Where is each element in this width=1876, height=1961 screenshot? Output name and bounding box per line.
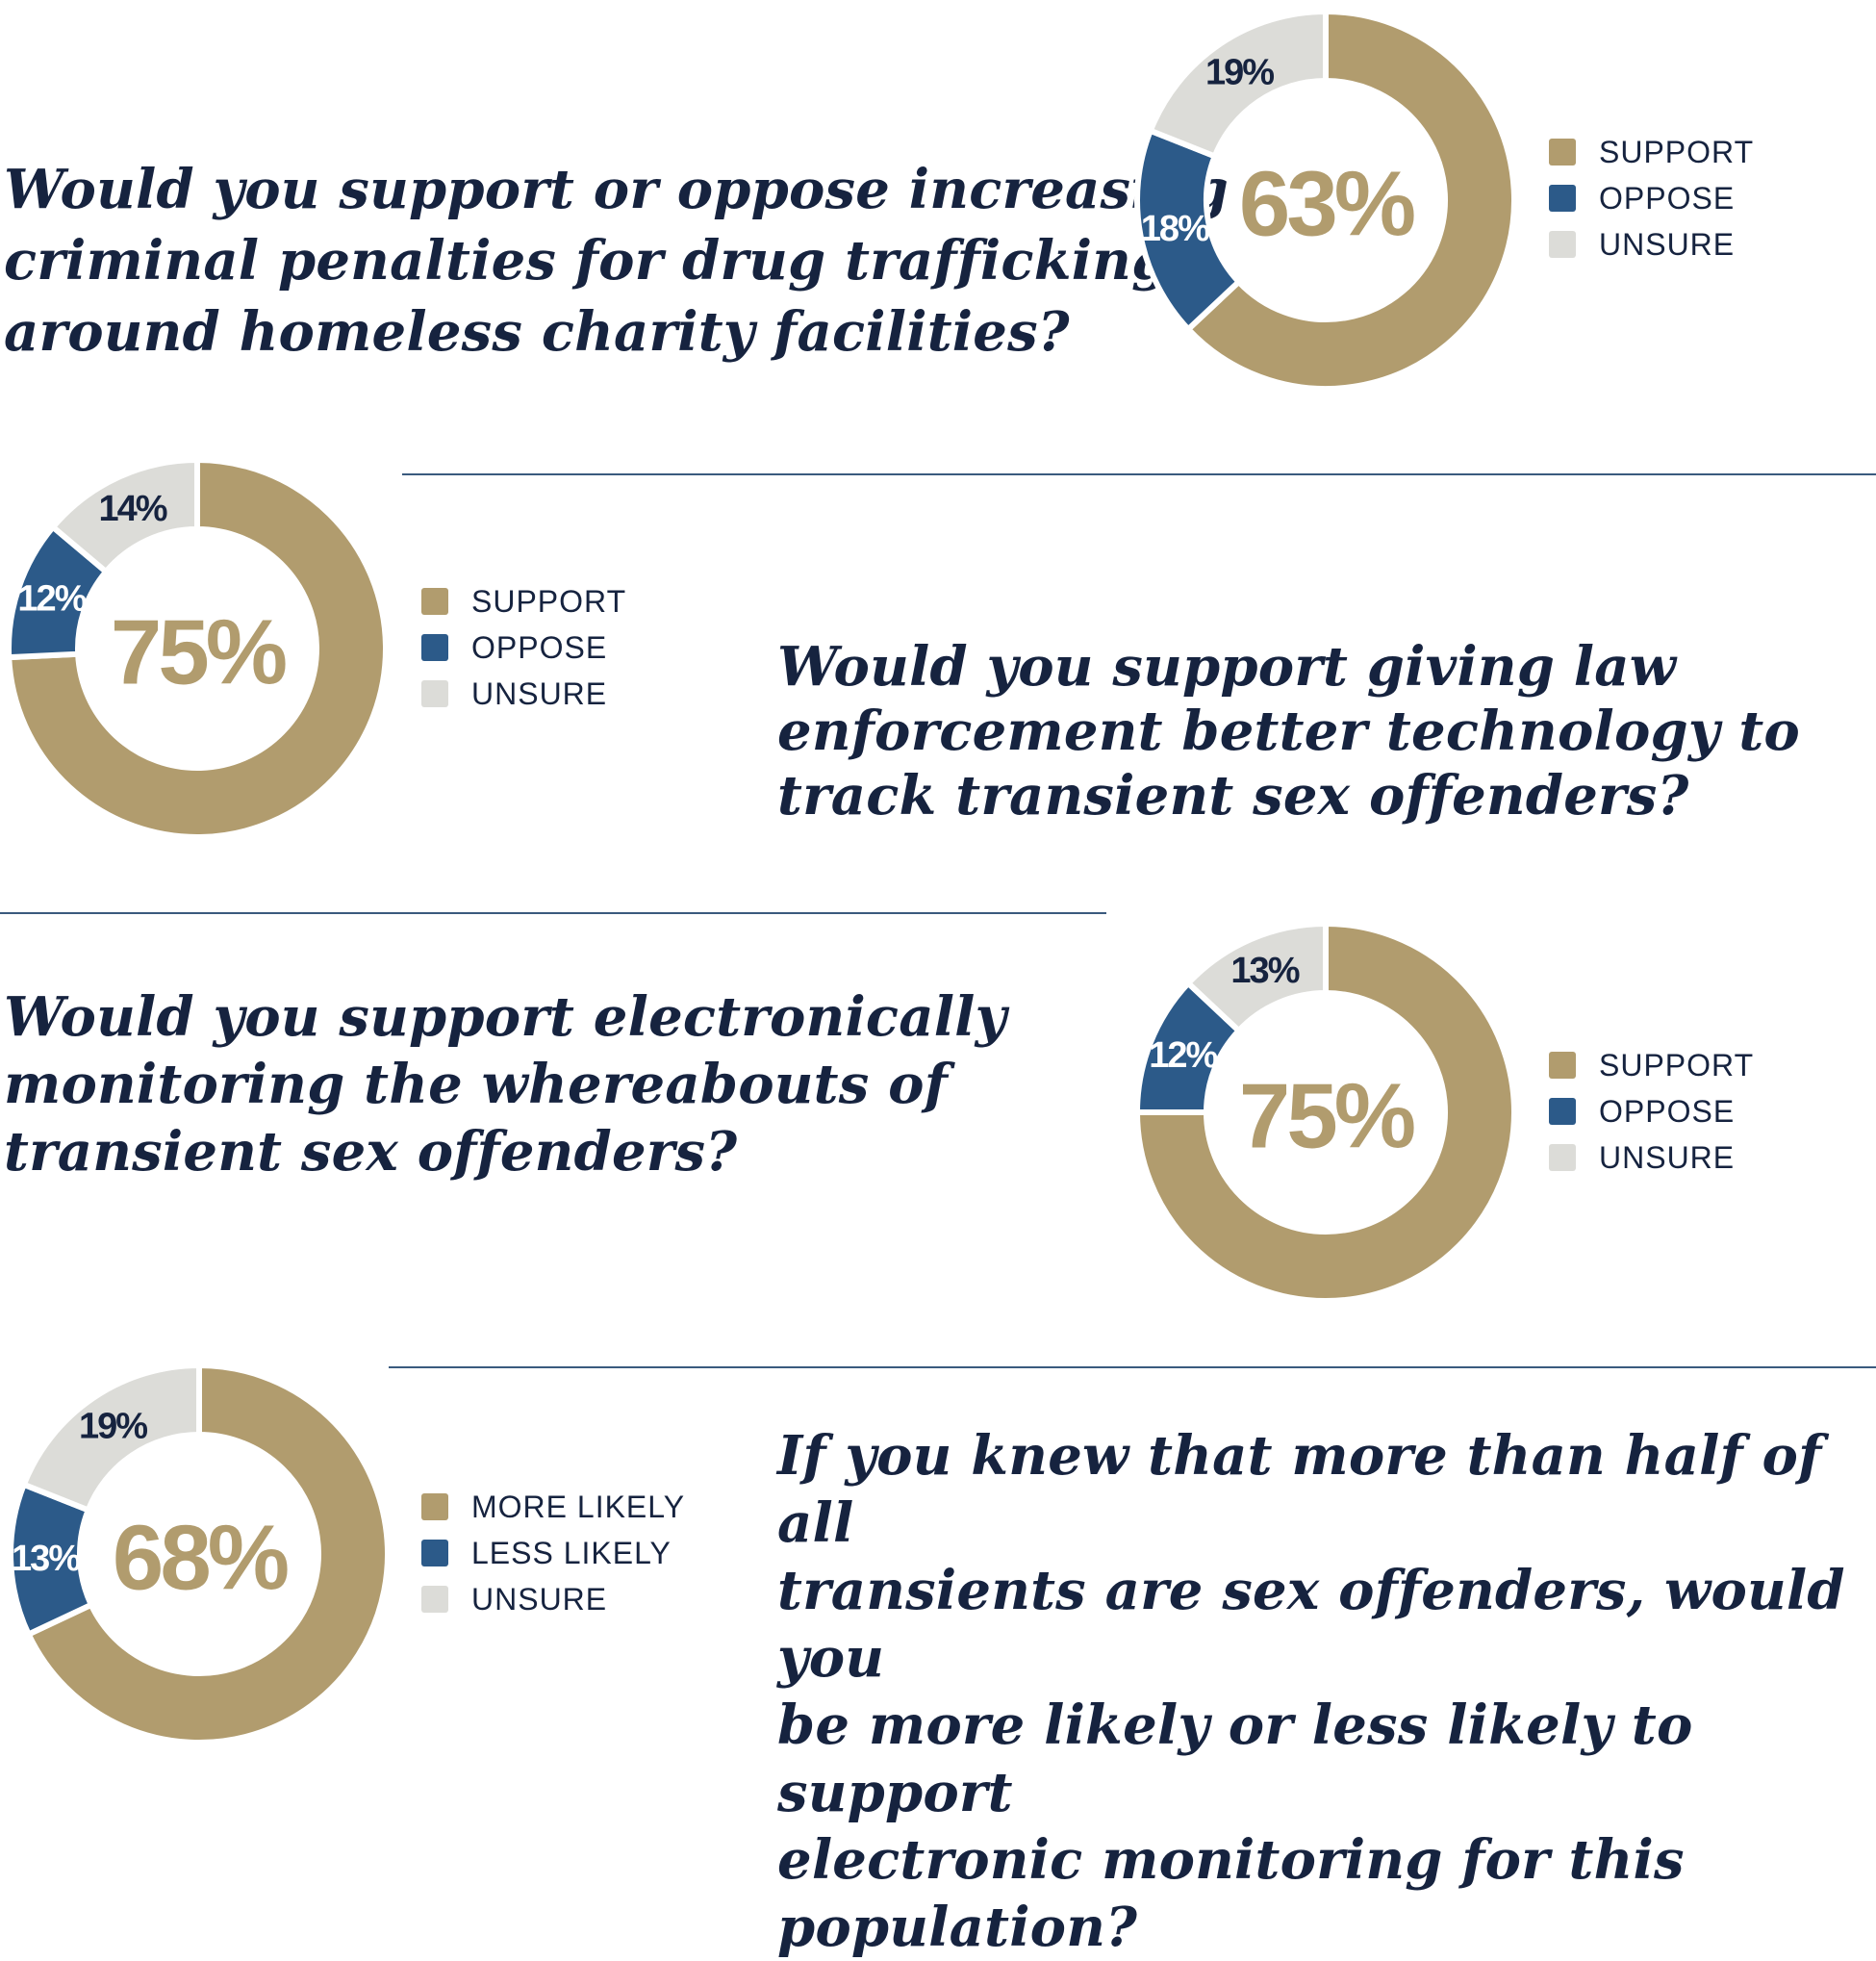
donut-chart-3: 12% 13% 75% [1133, 920, 1517, 1304]
center-label-2: 75% [111, 601, 286, 704]
legend-item-3-oppose: OPPOSE [1549, 1088, 1754, 1134]
question-3-text: Would you support electronically monitor… [4, 985, 1007, 1184]
legend-item-3-unsure: UNSURE [1549, 1134, 1754, 1181]
legend-item-1-support: SUPPORT [1549, 129, 1754, 175]
donut-chart-1: 18% 19% 63% [1134, 8, 1517, 392]
donut-chart-4: 13% 19% 68% [8, 1362, 391, 1745]
legend-swatch-support [421, 1493, 448, 1520]
legend-2: SUPPORT OPPOSE UNSURE [421, 578, 626, 717]
legend-item-1-unsure: UNSURE [1549, 221, 1754, 267]
donut-slice-1-support [1183, 8, 1517, 392]
legend-item-4-more-likely: MORE LIKELY [421, 1484, 685, 1530]
question-2-text: Would you support giving law enforcement… [777, 635, 1800, 828]
legend-item-2-oppose: OPPOSE [421, 624, 626, 671]
question-1-text: Would you support or oppose increasing c… [4, 158, 1229, 364]
legend-swatch-unsure [421, 1586, 448, 1613]
legend-swatch-support [1549, 1052, 1576, 1079]
slice-label-2-oppose: 12% [17, 579, 86, 620]
legend-item-4-less-likely: LESS LIKELY [421, 1530, 685, 1576]
legend-3: SUPPORT OPPOSE UNSURE [1549, 1042, 1754, 1181]
legend-swatch-oppose [421, 634, 448, 661]
donut-slice-3-unsure [1183, 920, 1329, 1035]
legend-swatch-unsure [1549, 1144, 1576, 1171]
slice-label-1-unsure: 19% [1205, 53, 1274, 93]
slice-label-3-oppose: 12% [1149, 1035, 1217, 1076]
divider-2 [0, 912, 1106, 914]
legend-4: MORE LIKELY LESS LIKELY UNSURE [421, 1484, 685, 1622]
center-label-1: 63% [1239, 153, 1414, 256]
legend-swatch-oppose [1549, 185, 1576, 212]
legend-item-2-unsure: UNSURE [421, 671, 626, 717]
slice-label-4-less-likely: 13% [12, 1539, 80, 1579]
slice-label-1-oppose: 18% [1141, 209, 1209, 249]
donut-slice-4-more-likely [24, 1362, 391, 1745]
slice-label-2-unsure: 14% [98, 489, 166, 529]
donut-slice-3-support [1133, 920, 1517, 1304]
divider-1 [402, 473, 1876, 475]
legend-swatch-support [421, 588, 448, 615]
donut-slice-4-unsure [19, 1362, 202, 1515]
center-label-3: 75% [1239, 1065, 1414, 1168]
legend-item-3-support: SUPPORT [1549, 1042, 1754, 1088]
legend-swatch-unsure [421, 680, 448, 707]
legend-1: SUPPORT OPPOSE UNSURE [1549, 129, 1754, 267]
legend-item-2-support: SUPPORT [421, 578, 626, 624]
legend-swatch-unsure [1549, 231, 1576, 258]
question-4-text: If you knew that more than half of all t… [777, 1424, 1845, 1959]
donut-slice-2-unsure [48, 456, 200, 576]
center-label-4: 68% [113, 1507, 288, 1610]
legend-swatch-oppose [421, 1540, 448, 1566]
slice-label-4-unsure: 19% [79, 1407, 147, 1447]
legend-swatch-oppose [1549, 1098, 1576, 1125]
slice-label-3-unsure: 13% [1230, 951, 1299, 991]
donut-slice-2-support [6, 456, 389, 840]
legend-item-4-unsure: UNSURE [421, 1576, 685, 1622]
legend-swatch-support [1549, 139, 1576, 166]
divider-3 [389, 1366, 1876, 1368]
donut-chart-2: 12% 14% 75% [6, 456, 389, 840]
legend-item-1-oppose: OPPOSE [1549, 175, 1754, 221]
donut-slice-1-unsure [1146, 8, 1329, 161]
